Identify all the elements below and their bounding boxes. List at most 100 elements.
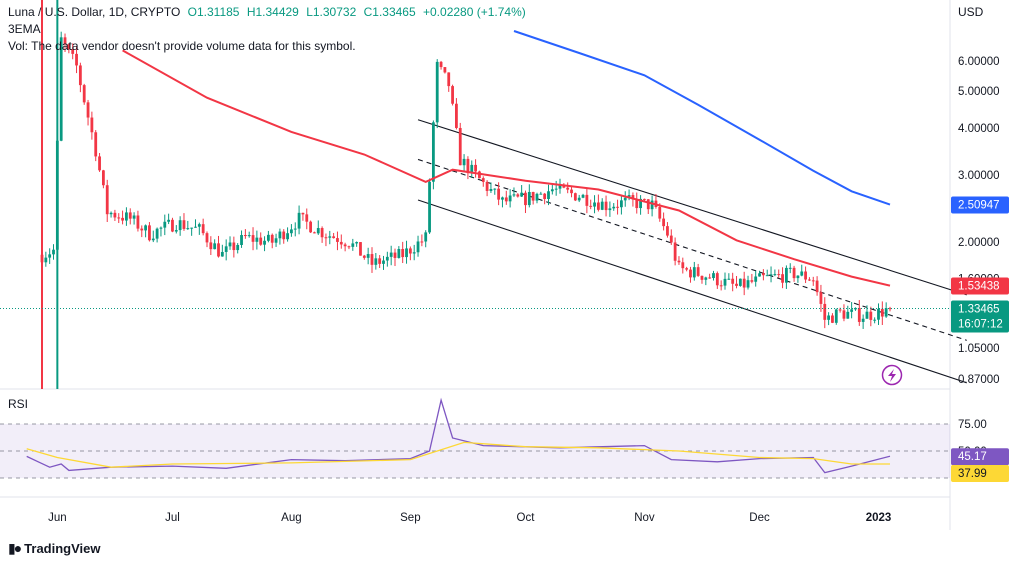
candle[interactable] (286, 227, 289, 242)
candle[interactable] (259, 232, 263, 246)
candle[interactable] (151, 230, 155, 243)
candle[interactable] (366, 247, 370, 265)
candle[interactable] (94, 130, 98, 162)
candle[interactable] (846, 305, 850, 319)
candle[interactable] (382, 255, 385, 270)
candle[interactable] (389, 245, 393, 266)
candle[interactable] (155, 227, 159, 243)
candle[interactable] (857, 300, 861, 326)
candle[interactable] (719, 280, 723, 291)
candle[interactable] (470, 160, 474, 179)
candle[interactable] (497, 182, 501, 206)
candle[interactable] (669, 229, 673, 245)
candle[interactable] (132, 212, 136, 225)
candle[interactable] (98, 152, 101, 172)
candle[interactable] (201, 218, 205, 236)
candle[interactable] (758, 270, 761, 277)
candle[interactable] (359, 242, 362, 256)
candle[interactable] (819, 284, 823, 312)
candle[interactable] (516, 193, 520, 198)
candle[interactable] (59, 31, 63, 142)
candle[interactable] (861, 314, 865, 329)
candle[interactable] (320, 226, 324, 243)
candle[interactable] (224, 239, 228, 261)
candle[interactable] (704, 276, 708, 286)
candle[interactable] (117, 213, 121, 224)
candle[interactable] (673, 237, 677, 266)
alert-icon[interactable] (881, 364, 903, 386)
candle[interactable] (397, 246, 401, 259)
candle[interactable] (804, 266, 807, 284)
candle[interactable] (128, 208, 132, 225)
candle[interactable] (67, 43, 71, 54)
channel-upper-line[interactable] (417, 119, 967, 296)
candle[interactable] (408, 246, 412, 261)
candle[interactable] (712, 270, 715, 281)
candle[interactable] (109, 211, 113, 218)
candle[interactable] (504, 190, 508, 205)
candle[interactable] (393, 248, 397, 267)
candle[interactable] (635, 192, 639, 214)
candle[interactable] (86, 99, 90, 126)
candle[interactable] (105, 179, 109, 222)
candle[interactable] (581, 193, 585, 199)
candle[interactable] (493, 188, 497, 195)
candle[interactable] (270, 233, 274, 249)
candle[interactable] (182, 213, 186, 231)
candle[interactable] (351, 238, 355, 251)
candle[interactable] (378, 255, 382, 269)
candle[interactable] (178, 216, 182, 236)
candle[interactable] (800, 264, 804, 277)
candle[interactable] (424, 230, 428, 248)
candle[interactable] (685, 266, 689, 272)
candle[interactable] (48, 248, 52, 264)
candle[interactable] (677, 256, 681, 265)
candle[interactable] (278, 228, 282, 245)
candle[interactable] (101, 169, 105, 189)
symbol-legend[interactable]: Luna / U.S. Dollar, 1D, CRYPTO O1.31185 … (8, 4, 530, 20)
candle[interactable] (527, 184, 531, 208)
candle[interactable] (842, 304, 846, 322)
candle[interactable] (274, 233, 278, 247)
candle[interactable] (194, 219, 197, 228)
candle[interactable] (884, 302, 888, 318)
candle[interactable] (550, 183, 554, 195)
candle[interactable] (466, 156, 470, 180)
candle[interactable] (163, 214, 167, 236)
candle[interactable] (750, 273, 754, 284)
candle[interactable] (401, 241, 405, 264)
candle[interactable] (696, 263, 700, 277)
candle[interactable] (773, 269, 777, 277)
candle[interactable] (547, 184, 550, 206)
candle[interactable] (589, 199, 593, 210)
candle[interactable] (489, 182, 493, 193)
candle[interactable] (508, 189, 512, 208)
candle[interactable] (159, 226, 163, 237)
candle[interactable] (700, 275, 704, 284)
candle[interactable] (623, 191, 627, 207)
currency-label[interactable]: USD (958, 5, 984, 19)
candle[interactable] (877, 303, 880, 325)
candle[interactable] (52, 244, 55, 260)
candle[interactable] (792, 265, 796, 282)
candle[interactable] (313, 231, 316, 234)
candle[interactable] (197, 222, 201, 235)
candle[interactable] (462, 154, 466, 172)
candle[interactable] (754, 270, 758, 287)
candle[interactable] (558, 178, 562, 194)
channel-middle-line[interactable] (417, 158, 967, 341)
candle[interactable] (570, 186, 573, 198)
candle[interactable] (385, 251, 389, 267)
candle[interactable] (888, 306, 892, 312)
candle[interactable] (44, 251, 48, 267)
candle[interactable] (455, 98, 458, 130)
candle[interactable] (412, 244, 416, 261)
candle[interactable] (612, 203, 616, 211)
candle[interactable] (243, 229, 247, 239)
candle[interactable] (616, 199, 619, 215)
candle[interactable] (681, 257, 685, 274)
candle[interactable] (443, 67, 447, 74)
time-axis[interactable]: MayJunJulAugSepOctNovDec2023 (0, 512, 891, 524)
candle[interactable] (727, 273, 731, 280)
